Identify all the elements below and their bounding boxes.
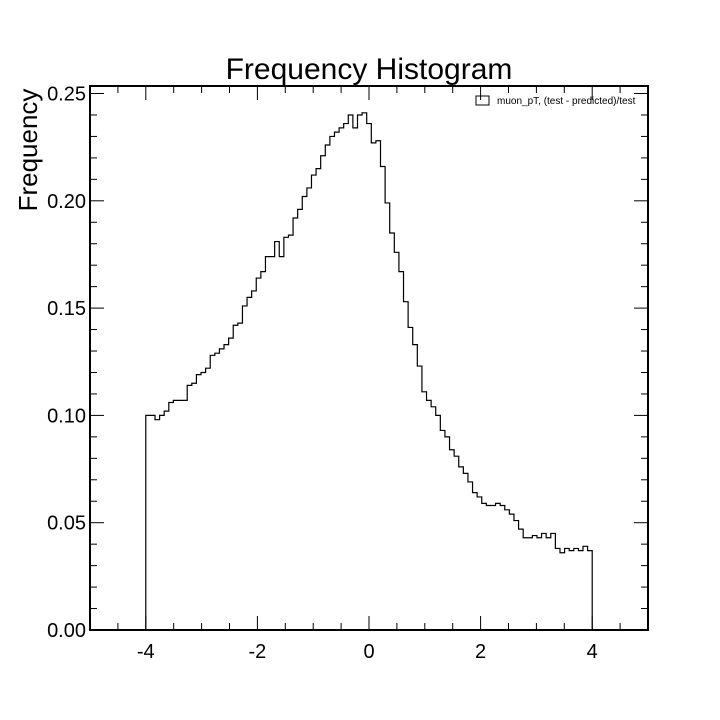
legend-swatch xyxy=(475,95,490,106)
legend-label: muon_pT, (test - predicted)/test xyxy=(497,96,636,107)
y-tick-label: 0.10 xyxy=(47,405,86,427)
x-tick-label: 0 xyxy=(363,641,374,663)
y-tick-label: 0.15 xyxy=(47,298,86,320)
x-tick-label: 4 xyxy=(587,641,598,663)
y-tick-label: 0.00 xyxy=(47,620,86,642)
y-tick-label: 0.05 xyxy=(47,513,86,535)
y-tick-label: 0.20 xyxy=(47,191,86,213)
x-tick-label: -2 xyxy=(249,641,267,663)
histogram-step-line xyxy=(145,112,593,630)
legend: muon_pT, (test - predicted)/test xyxy=(475,95,636,107)
x-tick-label: 2 xyxy=(475,641,486,663)
axis-ticks: -4 -2 0 2 4 0.00 0.05 0.10 0.15 0.20 0.25 xyxy=(47,84,649,663)
y-axis-label: Frequency xyxy=(13,89,43,212)
chart-title: Frequency Histogram xyxy=(226,53,513,86)
histogram-series xyxy=(145,112,593,630)
plot-frame xyxy=(89,85,649,631)
y-tick-label: 0.25 xyxy=(47,84,86,106)
x-tick-label: -4 xyxy=(137,641,155,663)
